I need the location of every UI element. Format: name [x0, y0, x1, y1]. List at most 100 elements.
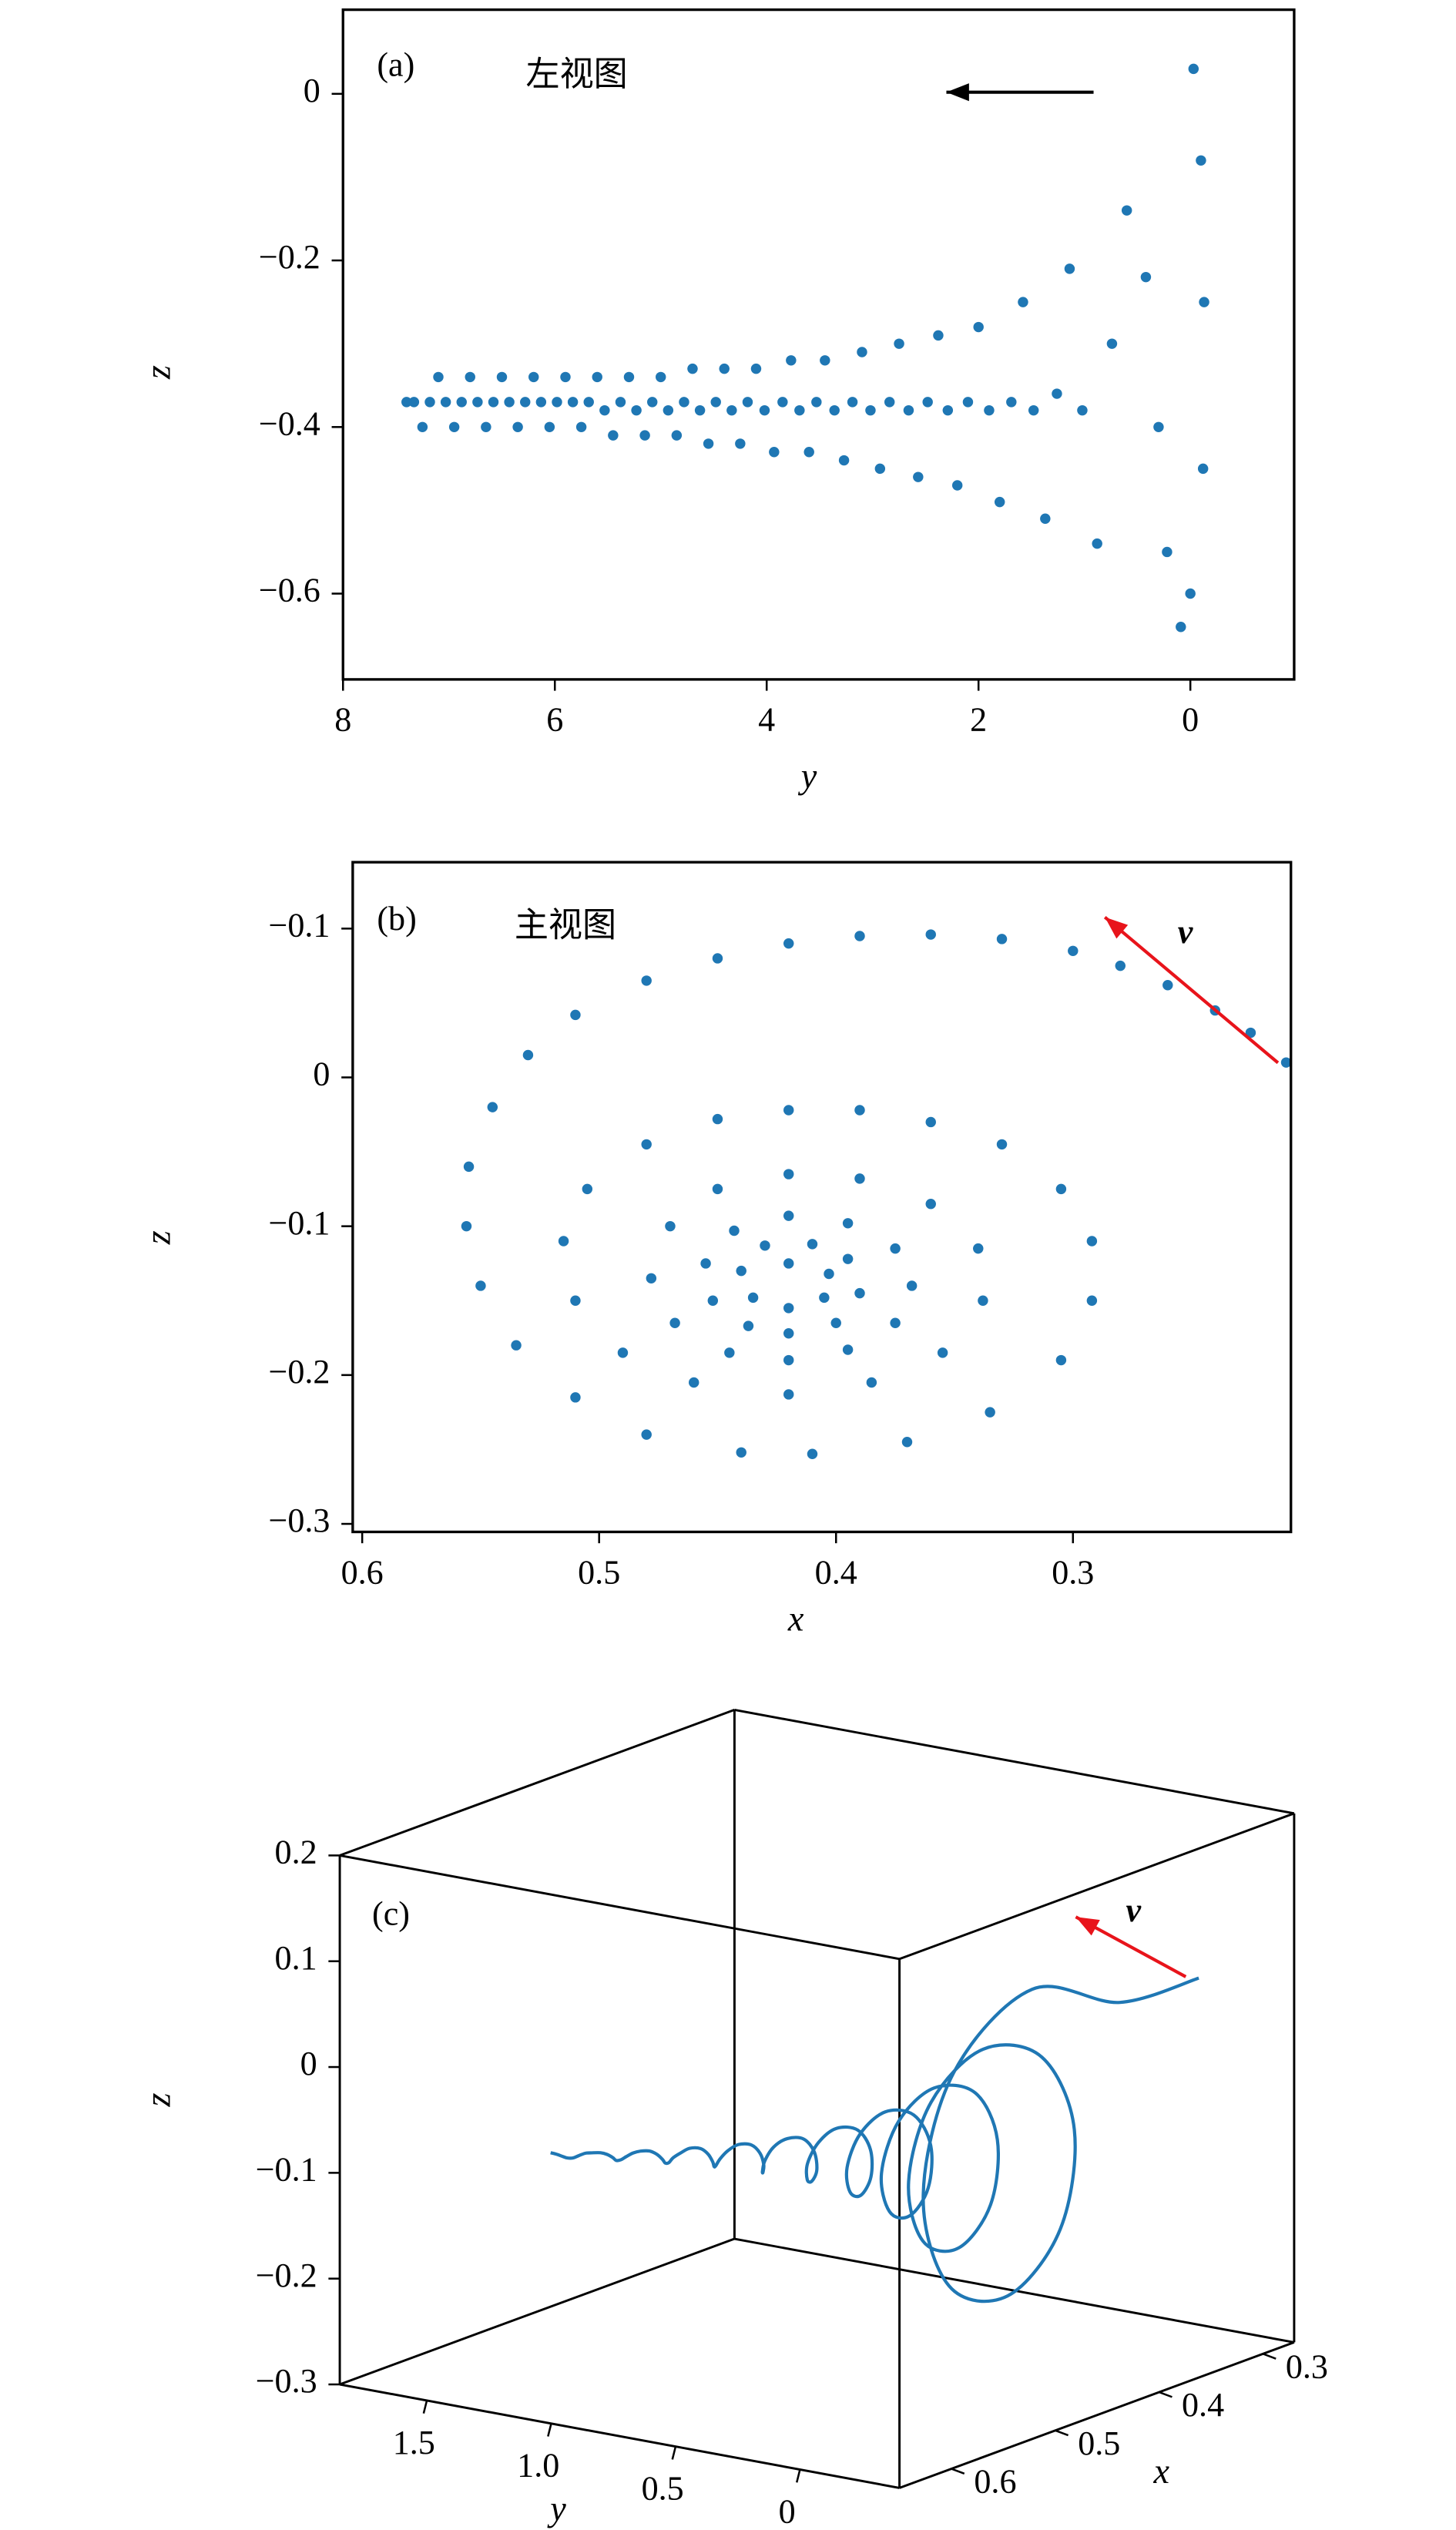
- box-edge: [339, 1854, 900, 1961]
- y-axis-label: y: [547, 2488, 566, 2528]
- data-point: [933, 330, 944, 341]
- data-point: [1006, 397, 1017, 408]
- data-point: [854, 1105, 865, 1116]
- data-point: [522, 1049, 534, 1061]
- data-point: [671, 430, 683, 441]
- data-point: [830, 1317, 841, 1328]
- annotation: (c): [372, 1894, 410, 1932]
- y-tick-label: −0.3: [268, 1502, 330, 1539]
- data-point: [925, 929, 936, 940]
- y-tick: [671, 2446, 677, 2460]
- data-point: [663, 404, 674, 416]
- x-tick: [1159, 2391, 1173, 2398]
- y-tick-label: −0.2: [268, 1353, 330, 1391]
- data-point: [456, 397, 467, 408]
- data-point: [1077, 404, 1088, 416]
- data-point: [994, 496, 1005, 508]
- data-point: [575, 421, 587, 433]
- data-point: [786, 355, 797, 366]
- data-point: [687, 363, 698, 374]
- data-point: [807, 1448, 818, 1459]
- y-tick-label: 0: [779, 2492, 796, 2530]
- data-point: [794, 404, 805, 416]
- data-point: [1086, 1236, 1098, 1247]
- data-point: [700, 1258, 711, 1269]
- data-point: [707, 1295, 719, 1306]
- data-point: [747, 1292, 759, 1304]
- data-point: [710, 397, 721, 408]
- data-point: [488, 397, 499, 408]
- data-point: [783, 1210, 794, 1221]
- data-point: [656, 371, 666, 383]
- data-point: [424, 397, 435, 408]
- data-point: [922, 397, 933, 408]
- data-point: [641, 975, 652, 986]
- data-point: [985, 1407, 995, 1418]
- data-point: [528, 371, 539, 383]
- data-point: [913, 471, 924, 482]
- data-point: [719, 363, 730, 374]
- y-tick-label: 0: [304, 72, 320, 109]
- data-point: [512, 421, 523, 433]
- data-point: [631, 404, 642, 416]
- data-point: [903, 404, 914, 416]
- data-point: [973, 321, 984, 333]
- x-tick-label: 0.5: [578, 1553, 620, 1591]
- data-point: [487, 1102, 498, 1112]
- data-point: [742, 397, 753, 408]
- data-point: [783, 1354, 794, 1366]
- data-point: [1162, 980, 1173, 991]
- data-point: [973, 1243, 984, 1254]
- data-point: [866, 1377, 877, 1388]
- data-point: [996, 934, 1008, 945]
- arrow-head: [1075, 1917, 1100, 1936]
- data-point: [803, 447, 814, 458]
- data-point: [511, 1340, 522, 1351]
- data-point: [544, 421, 555, 433]
- data-point: [1018, 297, 1028, 307]
- data-point: [847, 397, 858, 408]
- data-point: [759, 404, 770, 416]
- data-point: [807, 1239, 818, 1250]
- data-point: [1055, 1183, 1067, 1195]
- data-point: [440, 397, 451, 408]
- data-point: [1196, 155, 1206, 166]
- x-tick: [951, 2468, 965, 2475]
- data-point: [679, 397, 689, 408]
- data-point: [1197, 463, 1209, 475]
- x-tick-label: 8: [334, 701, 351, 739]
- annotation: v: [1126, 1891, 1142, 1929]
- data-point: [694, 404, 706, 416]
- y-tick: [795, 2469, 801, 2483]
- y-tick-label: 1.0: [517, 2447, 559, 2485]
- y-axis-label: z: [139, 1230, 178, 1245]
- data-point: [984, 404, 995, 416]
- data-point: [750, 363, 762, 374]
- data-point: [890, 1317, 901, 1328]
- y-tick-label: −0.4: [259, 404, 320, 442]
- data-point: [906, 1280, 918, 1291]
- data-point: [819, 1292, 830, 1304]
- data-point: [665, 1220, 676, 1232]
- data-point: [1176, 622, 1186, 632]
- data-point: [1153, 421, 1164, 433]
- y-tick-label: 0: [313, 1055, 330, 1093]
- x-tick-label: 0.3: [1286, 2347, 1328, 2385]
- x-tick-label: 4: [758, 701, 775, 739]
- data-point: [937, 1347, 948, 1358]
- data-point: [842, 1253, 854, 1264]
- data-point: [842, 1344, 854, 1355]
- data-point: [884, 397, 895, 408]
- data-point: [1092, 538, 1102, 549]
- y-tick-label: −0.1: [268, 1204, 330, 1242]
- data-point: [582, 1183, 593, 1195]
- data-point: [1245, 1027, 1256, 1039]
- box-edge: [339, 2237, 735, 2386]
- data-point: [760, 1240, 770, 1251]
- data-point: [942, 404, 954, 416]
- data-point: [646, 1273, 657, 1284]
- plot-frame: [351, 861, 1293, 1534]
- data-point: [1188, 63, 1199, 75]
- data-point: [777, 397, 788, 408]
